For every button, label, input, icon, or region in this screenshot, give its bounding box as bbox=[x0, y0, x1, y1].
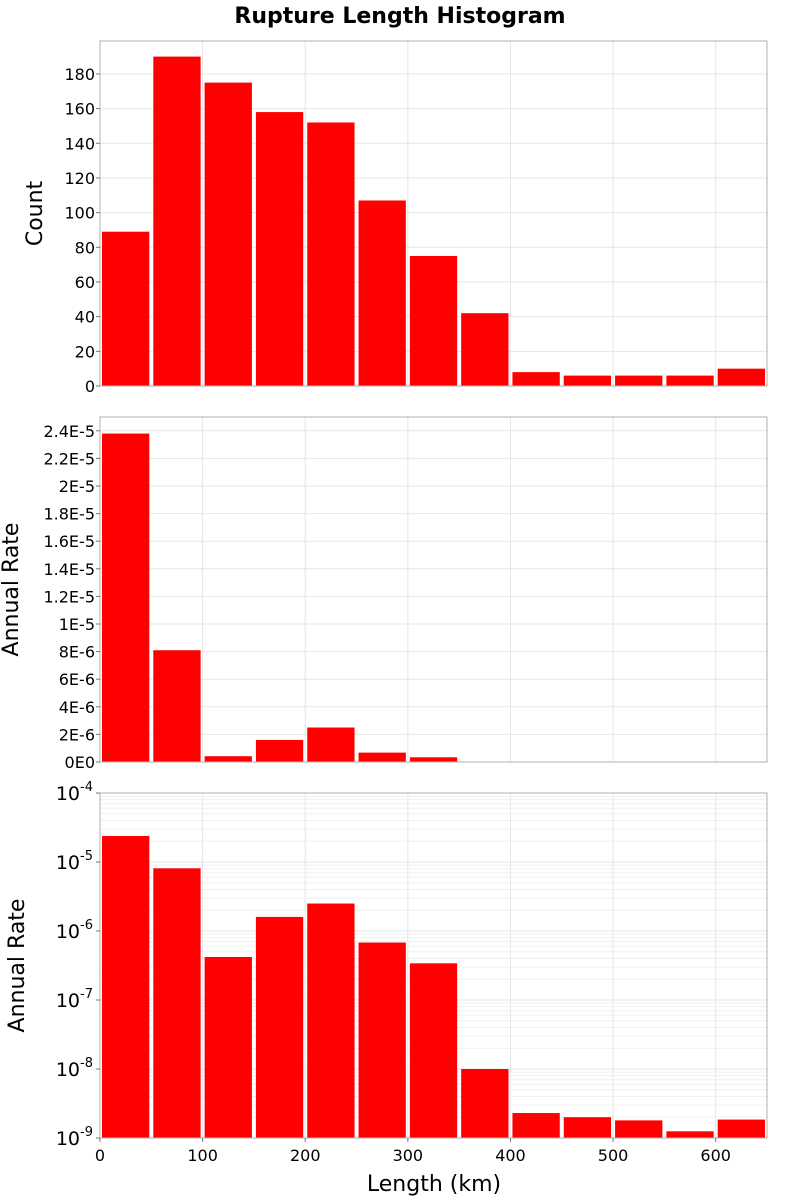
x-tick-label: 100 bbox=[187, 1146, 218, 1165]
x-tick-label: 300 bbox=[393, 1146, 424, 1165]
y-axis-label: Count bbox=[23, 180, 48, 246]
y-tick-label: 2E-6 bbox=[59, 725, 95, 744]
bar bbox=[358, 752, 406, 762]
y-tick-label: 10-8 bbox=[56, 1056, 93, 1081]
y-tick-label: 1.2E-5 bbox=[43, 587, 95, 606]
y-axis-label: Annual Rate bbox=[0, 523, 24, 657]
x-tick-label: 500 bbox=[598, 1146, 629, 1165]
y-tick-label: 1.8E-5 bbox=[43, 505, 95, 524]
y-tick-label: 40 bbox=[75, 308, 95, 327]
bar bbox=[615, 375, 663, 386]
plot-frame bbox=[99, 416, 768, 763]
bar bbox=[563, 375, 612, 386]
y-tick-label: 10-9 bbox=[56, 1125, 93, 1150]
bar bbox=[717, 368, 765, 386]
y-tick-label: 100 bbox=[64, 204, 95, 223]
bar bbox=[512, 1113, 560, 1138]
bar bbox=[255, 739, 304, 762]
bar bbox=[666, 1131, 714, 1138]
bar bbox=[204, 756, 252, 762]
panel-count: 0 20 40 60 80 100 120 140 160 180 Count bbox=[23, 40, 768, 396]
y-tick-label: 160 bbox=[64, 100, 95, 119]
y-tick-label: 10-4 bbox=[56, 780, 93, 805]
y-tick-label: 60 bbox=[75, 273, 95, 292]
bar bbox=[409, 255, 458, 386]
bar bbox=[102, 433, 150, 762]
bar bbox=[461, 1069, 509, 1138]
y-tick-label: 2E-5 bbox=[59, 477, 95, 496]
bar bbox=[255, 916, 304, 1138]
y-tick-label: 1.4E-5 bbox=[43, 560, 95, 579]
bar bbox=[153, 56, 201, 386]
chart-panels: 0 20 40 60 80 100 120 140 160 180 Count 0E0 2E-6 4E-6… bbox=[0, 40, 768, 1165]
y-tick-label: 1.6E-5 bbox=[43, 532, 95, 551]
bar bbox=[307, 903, 355, 1138]
y-tick-label: 10-7 bbox=[56, 987, 93, 1012]
bar bbox=[563, 1117, 612, 1138]
y-tick-label: 1E-5 bbox=[59, 615, 95, 634]
bar bbox=[307, 727, 355, 762]
bar bbox=[461, 313, 509, 386]
y-tick-label: 2.2E-5 bbox=[43, 449, 95, 468]
y-tick-label: 0 bbox=[85, 377, 95, 396]
bar bbox=[307, 122, 355, 386]
y-tick-label: 20 bbox=[75, 342, 95, 361]
chart-title: Rupture Length Histogram bbox=[234, 4, 565, 29]
x-tick-label: 600 bbox=[700, 1146, 731, 1165]
bar bbox=[717, 1119, 765, 1138]
x-axis-label: Length (km) bbox=[367, 1172, 501, 1197]
bar bbox=[102, 836, 150, 1138]
y-tick-label: 0E0 bbox=[65, 753, 95, 772]
y-tick-label: 6E-6 bbox=[59, 670, 95, 689]
y-tick-label: 2.4E-5 bbox=[43, 422, 95, 441]
y-tick-label: 4E-6 bbox=[59, 698, 95, 717]
x-tick-label: 200 bbox=[290, 1146, 321, 1165]
bar bbox=[204, 956, 252, 1138]
y-tick-label: 10-6 bbox=[56, 918, 93, 943]
bar bbox=[358, 200, 406, 386]
bar bbox=[409, 963, 458, 1138]
y-axis-label: Annual Rate bbox=[5, 899, 30, 1033]
bar bbox=[512, 372, 560, 386]
bar bbox=[204, 82, 252, 387]
plot-frame bbox=[99, 792, 768, 1139]
plot-frame bbox=[99, 40, 768, 387]
panel-rate-log: 10-9 10-8 10-7 10-6 10-5 10-4 Annual Rate 0 100 2… bbox=[5, 780, 768, 1165]
bar bbox=[358, 942, 406, 1138]
bar bbox=[153, 868, 201, 1138]
bar bbox=[255, 112, 304, 387]
y-tick-label: 10-5 bbox=[56, 849, 93, 874]
y-tick-label: 140 bbox=[64, 134, 95, 153]
bar bbox=[153, 650, 201, 762]
bar bbox=[666, 375, 714, 386]
y-tick-label: 8E-6 bbox=[59, 643, 95, 662]
x-tick-label: 400 bbox=[495, 1146, 526, 1165]
y-tick-label: 80 bbox=[75, 238, 95, 257]
y-tick-label: 120 bbox=[64, 169, 95, 188]
y-tick-label: 180 bbox=[64, 65, 95, 84]
panel-rate-linear: 0E0 2E-6 4E-6 6E-6 8E-6 1E-5 1.2E-5 1.4E-5 1.6E-… bbox=[0, 416, 768, 772]
bar bbox=[409, 757, 458, 762]
x-tick-label: 0 bbox=[95, 1146, 105, 1165]
bar bbox=[102, 231, 150, 386]
bar bbox=[615, 1120, 663, 1138]
